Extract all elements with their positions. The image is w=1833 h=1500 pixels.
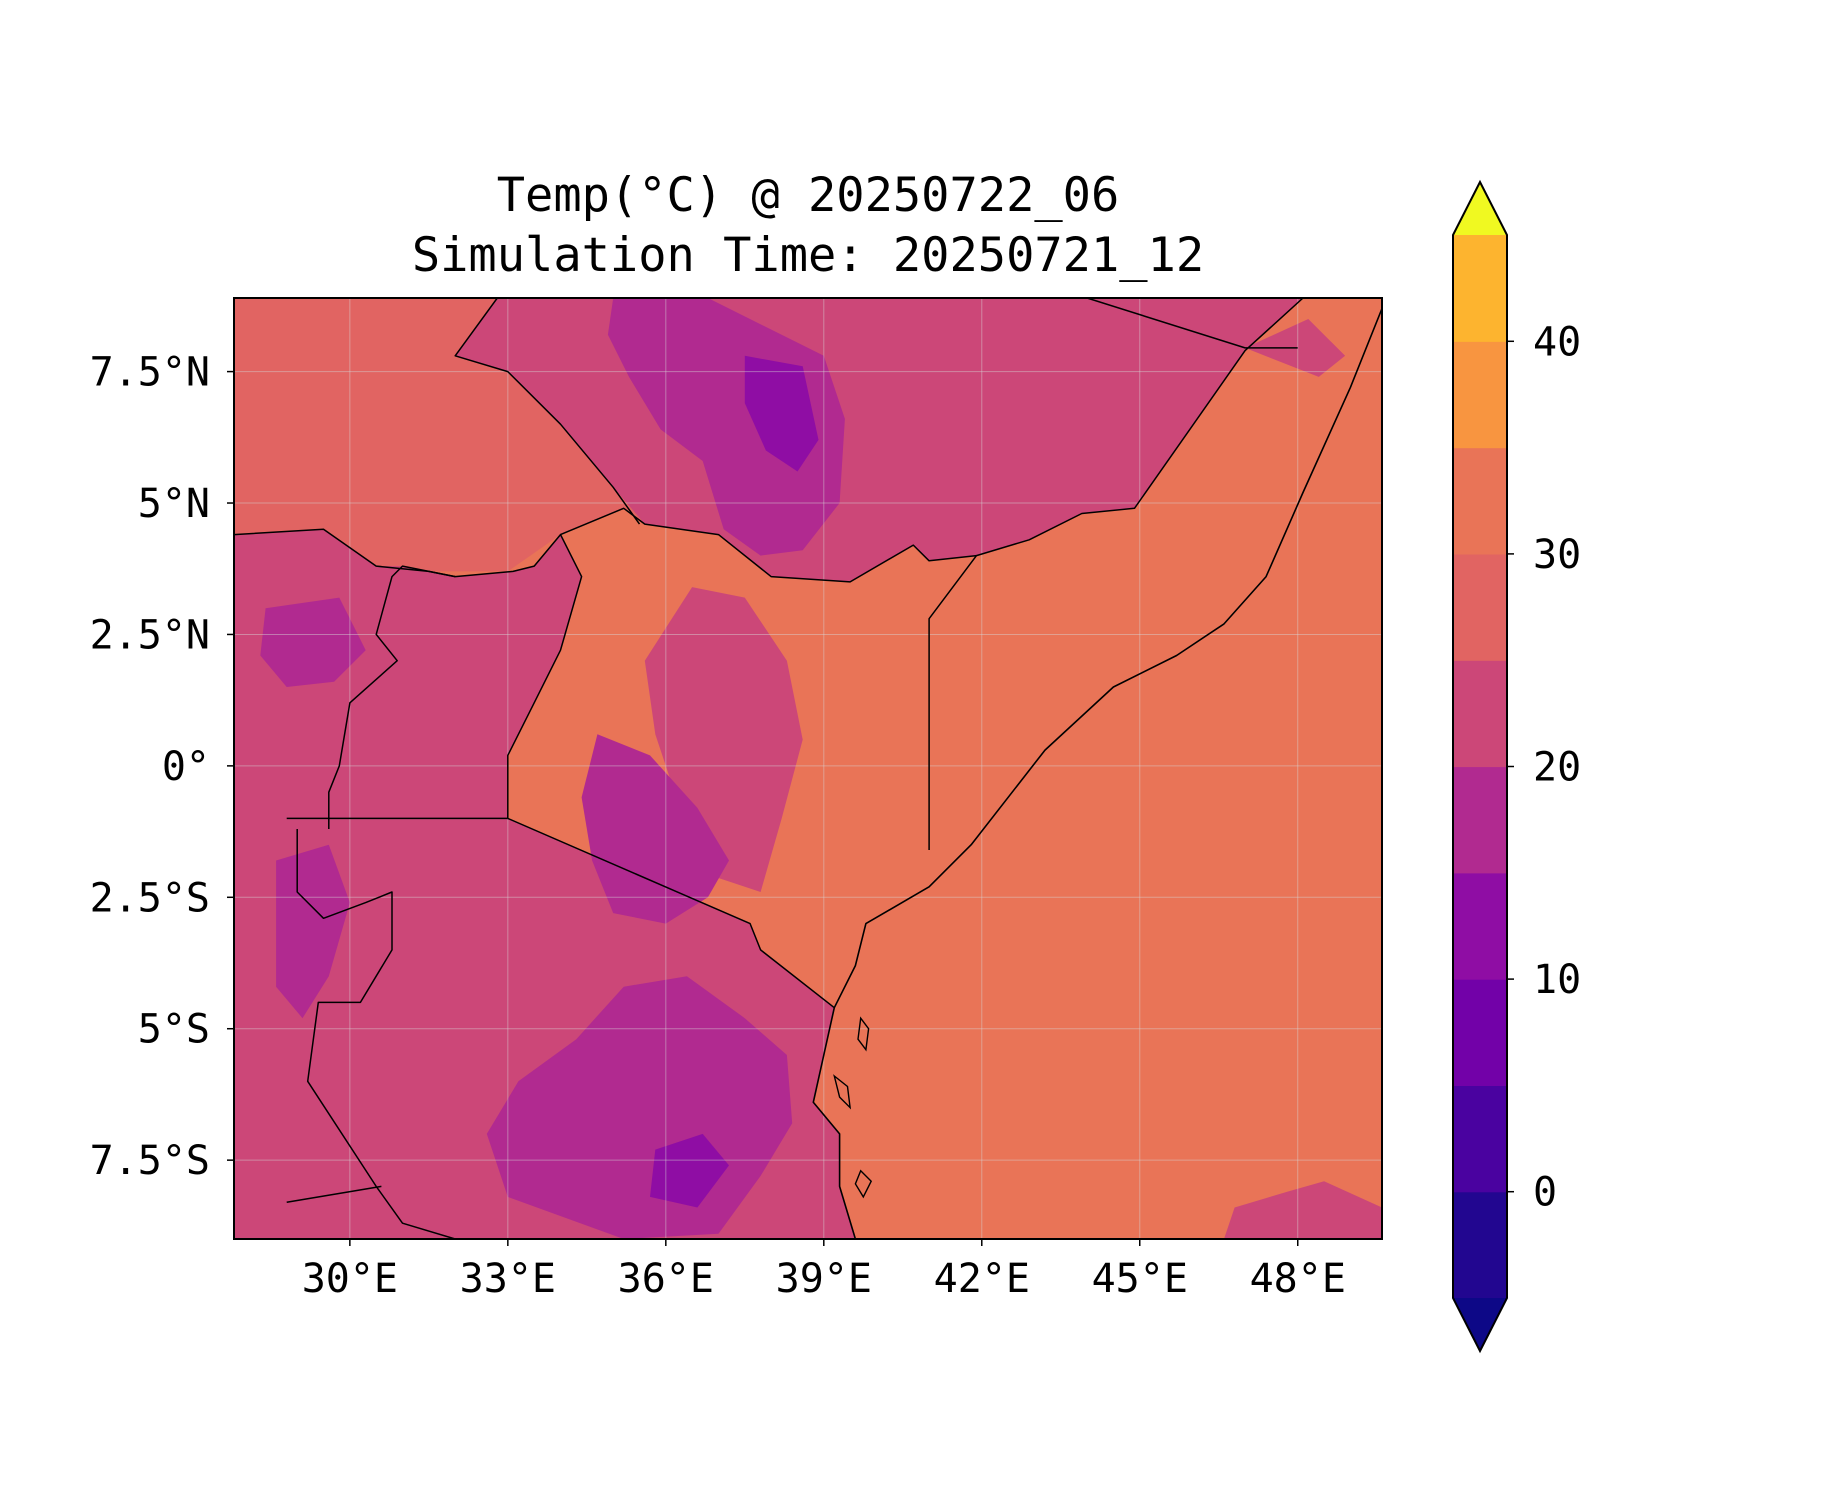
colorbar-band	[1453, 766, 1507, 874]
map-frame	[233, 297, 1383, 1240]
temp-region-6	[607, 298, 845, 556]
map-title-line-1: Temp(°C) @ 20250722_06	[496, 168, 1120, 223]
island-outline-1	[833, 1074, 852, 1110]
x-tick-label: 30°E	[302, 1256, 398, 1302]
temp-region-10	[276, 844, 350, 1019]
colorbar-outline	[1452, 179, 1508, 1354]
temp-region-12	[650, 1133, 729, 1208]
y-tick-label: 2.5°S	[90, 875, 210, 921]
colorbar-band	[1453, 553, 1507, 661]
colorbar-under-arrow	[1453, 1298, 1507, 1351]
country-border-9	[286, 1185, 382, 1203]
x-axis: 30°E 33°E 36°E 39°E 42°E 45°E 48°E	[302, 1239, 1346, 1302]
country-border-6	[234, 528, 456, 578]
x-tick-label: 39°E	[776, 1256, 872, 1302]
colorbar-band	[1453, 872, 1507, 980]
temp-region-7	[581, 734, 729, 924]
map-area	[234, 298, 1382, 1239]
colorbar-band	[1453, 235, 1507, 342]
x-tick-label: 42°E	[934, 1256, 1030, 1302]
colorbar-band	[1453, 1191, 1507, 1299]
island-outline-0	[857, 1016, 870, 1052]
colorbar-band	[1453, 979, 1507, 1086]
map-title-line-2: Simulation Time: 20250721_12	[411, 228, 1205, 283]
y-tick-label: 5°N	[138, 481, 210, 527]
country-border-8	[296, 829, 456, 1239]
y-tick-label: 0°	[162, 744, 210, 790]
country-border-0	[928, 298, 1304, 850]
y-tick-label: 2.5°N	[90, 612, 210, 658]
colorbar-band	[1453, 341, 1507, 449]
x-tick-label: 48°E	[1250, 1256, 1346, 1302]
temperature-regions	[234, 298, 1382, 1239]
colorbar-band	[1453, 447, 1507, 555]
colorbar-band	[1453, 660, 1507, 768]
country-border-2	[507, 817, 835, 1009]
temp-region-5	[1224, 1181, 1382, 1239]
colorbar-tick-label: 40	[1533, 319, 1581, 365]
temp-region-0	[234, 298, 645, 572]
y-axis: 7.5°N 5°N 2.5°N 0° 2.5°S 5°S 7.5°S	[90, 350, 234, 1184]
geographic-lines	[234, 298, 1382, 1239]
colorbar-over-arrow	[1453, 182, 1507, 235]
y-tick-label: 7.5°N	[90, 350, 210, 396]
x-tick-label: 45°E	[1092, 1256, 1188, 1302]
country-border-1	[1086, 298, 1298, 349]
colorbar-tick-label: 30	[1533, 532, 1581, 578]
y-tick-label: 7.5°S	[90, 1138, 210, 1184]
y-tick-label: 5°S	[138, 1007, 210, 1053]
colorbar-tick-label: 0	[1533, 1170, 1557, 1216]
coastline	[812, 308, 1382, 1239]
x-tick-label: 33°E	[460, 1256, 556, 1302]
colorbar-band	[1453, 1085, 1507, 1193]
temp-region-9	[260, 597, 366, 687]
colorbar-tick-label: 20	[1533, 745, 1581, 791]
x-tick-label: 36°E	[618, 1256, 714, 1302]
colorbar-tick-label: 10	[1533, 957, 1581, 1003]
colorbar: 0 10 20 30 40	[1452, 179, 1581, 1354]
country-border-5	[560, 507, 977, 583]
island-outline-2	[854, 1169, 873, 1199]
temp-region-11	[744, 355, 819, 472]
country-border-7	[454, 298, 641, 525]
